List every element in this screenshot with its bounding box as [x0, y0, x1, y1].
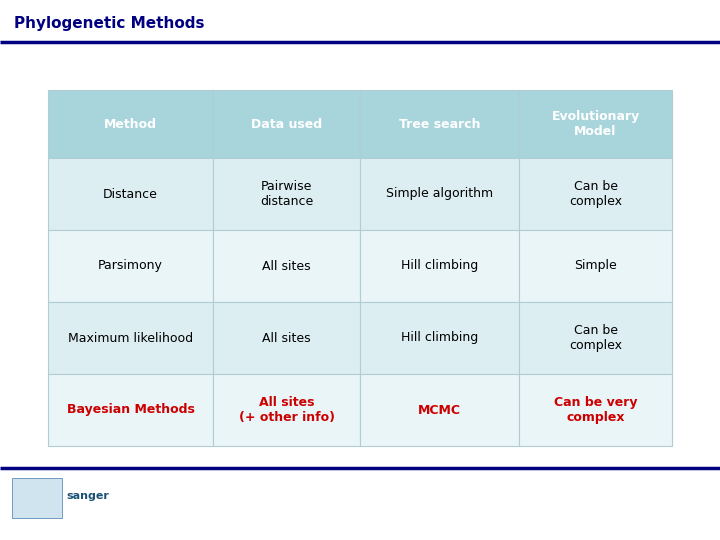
Bar [213, 302, 360, 374]
Text: sanger: sanger [66, 491, 109, 501]
Bar [360, 302, 519, 374]
Text: Simple algorithm: Simple algorithm [386, 187, 493, 200]
Text: Hill climbing: Hill climbing [401, 332, 478, 345]
Text: Hill climbing: Hill climbing [401, 260, 478, 273]
Bar [519, 90, 672, 158]
Bar [360, 374, 519, 446]
Text: MCMC: MCMC [418, 403, 461, 416]
Text: Can be
complex: Can be complex [569, 324, 622, 352]
Text: All sites: All sites [262, 260, 311, 273]
Bar [213, 374, 360, 446]
Bar [48, 302, 213, 374]
Bar [519, 374, 672, 446]
Text: Method: Method [104, 118, 157, 131]
Text: Pairwise
distance: Pairwise distance [260, 180, 313, 208]
Bar [360, 90, 519, 158]
Bar [360, 230, 519, 302]
Bar [360, 158, 519, 230]
Text: Phylogenetic Methods: Phylogenetic Methods [14, 16, 204, 31]
Text: Data used: Data used [251, 118, 323, 131]
Bar [48, 230, 213, 302]
Text: Distance: Distance [103, 187, 158, 200]
Bar [519, 230, 672, 302]
Text: Parsimony: Parsimony [98, 260, 163, 273]
Text: Simple: Simple [574, 260, 617, 273]
Bar [48, 374, 213, 446]
Text: Can be
complex: Can be complex [569, 180, 622, 208]
Bar [519, 158, 672, 230]
Text: Bayesian Methods: Bayesian Methods [67, 403, 194, 416]
Bar [12, 478, 62, 518]
Text: All sites
(+ other info): All sites (+ other info) [239, 396, 335, 424]
Text: All sites: All sites [262, 332, 311, 345]
Bar [519, 302, 672, 374]
Text: Maximum likelihood: Maximum likelihood [68, 332, 193, 345]
Bar [213, 90, 360, 158]
Text: Evolutionary
Model: Evolutionary Model [552, 110, 639, 138]
Bar [213, 230, 360, 302]
Bar [48, 158, 213, 230]
Bar [213, 158, 360, 230]
Bar [48, 90, 213, 158]
Text: Tree search: Tree search [399, 118, 480, 131]
Text: Can be very
complex: Can be very complex [554, 396, 637, 424]
